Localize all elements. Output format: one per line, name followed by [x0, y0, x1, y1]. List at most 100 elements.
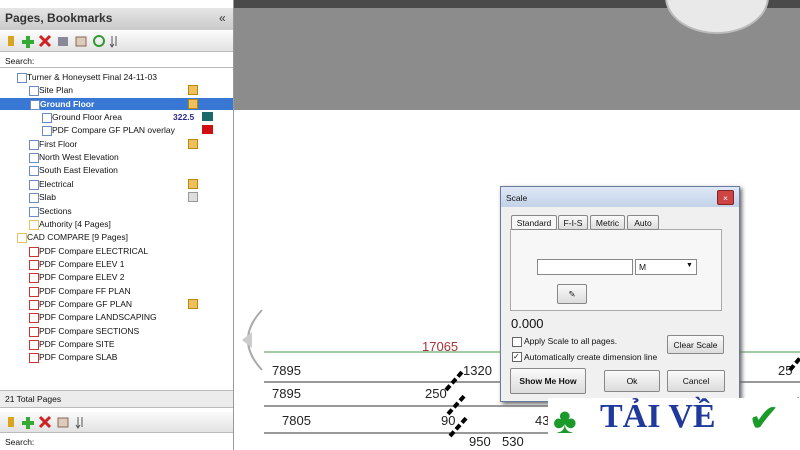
- icon[interactable]: [75, 36, 87, 47]
- tree-icon[interactable]: [29, 139, 39, 150]
- collapse-button[interactable]: «: [219, 11, 226, 25]
- tree-item[interactable]: First Floor: [39, 138, 78, 149]
- tree-item[interactable]: North West Elevation: [39, 152, 119, 163]
- unit-select[interactable]: [635, 259, 697, 275]
- ok-button[interactable]: Ok: [604, 370, 660, 392]
- icon-delete[interactable]: [38, 415, 52, 429]
- checkbox[interactable]: ✓: [512, 352, 522, 362]
- show-me-button[interactable]: Show Me How: [510, 368, 586, 394]
- status-bar: [0, 390, 233, 408]
- cancel-button[interactable]: Cancel: [667, 370, 725, 392]
- tree-value: 322.5: [173, 112, 195, 123]
- icon[interactable]: [8, 36, 14, 46]
- drawing-label: 1320: [463, 363, 492, 378]
- top-toolbar: [234, 0, 800, 8]
- icon-refresh[interactable]: [93, 35, 105, 47]
- drawing-label: 950: [469, 434, 491, 449]
- tree-icon[interactable]: [29, 246, 39, 257]
- dialog-title: Scale: [506, 193, 528, 203]
- tree-item[interactable]: CAD COMPARE [9 Pages]: [27, 232, 128, 243]
- checkbox-label: Automatically create dimension line: [524, 352, 658, 362]
- search-label: Search:: [5, 437, 35, 447]
- icon[interactable]: [58, 37, 68, 46]
- tree-icon[interactable]: [29, 299, 39, 310]
- unit-label: M: [639, 262, 647, 272]
- watermark-text: TẢI VỀ: [600, 398, 716, 435]
- tree-item[interactable]: PDF Compare ELECTRICAL: [39, 245, 149, 256]
- scale-input[interactable]: [537, 259, 633, 275]
- drawing-label: 7805: [282, 413, 311, 428]
- tree-item[interactable]: PDF Compare GF PLAN: [39, 298, 133, 309]
- tree-item[interactable]: PDF Compare SITE: [39, 339, 115, 349]
- tree-item[interactable]: PDF Compare SLAB: [39, 352, 118, 363]
- clover-icon: ♣: [553, 400, 577, 441]
- tree-icon[interactable]: [29, 153, 39, 164]
- icon-add[interactable]: [22, 417, 34, 429]
- drawing-label: 7895: [272, 386, 301, 401]
- drawing-label: 43: [535, 413, 550, 428]
- tree-item[interactable]: Electrical: [39, 178, 74, 189]
- tree-item[interactable]: Turner & Honeysett Final 24-11-03: [27, 72, 157, 82]
- tree-icon[interactable]: [29, 259, 39, 270]
- bottom-toolbar: [0, 412, 233, 433]
- color-swatch[interactable]: [202, 125, 213, 135]
- tree-item[interactable]: PDF Compare LANDSCAPING: [39, 312, 157, 323]
- icon[interactable]: [8, 417, 14, 427]
- scale-icon: [188, 192, 198, 203]
- tree-icon[interactable]: [30, 99, 40, 110]
- tree-icon[interactable]: [29, 193, 39, 204]
- icon-sort[interactable]: [75, 417, 83, 429]
- tree-item[interactable]: PDF Compare SECTIONS: [39, 325, 140, 336]
- bottom-toolbar-icons: [8, 415, 83, 429]
- toolbar-icons: [8, 34, 117, 48]
- tree-item[interactable]: PDF Compare GF PLAN overlay: [52, 125, 175, 136]
- drawing-label: 250: [425, 386, 447, 401]
- tree-icon[interactable]: [29, 326, 39, 337]
- tree-icon[interactable]: [42, 113, 52, 124]
- close-button[interactable]: ×: [717, 190, 734, 205]
- icon-add[interactable]: [22, 36, 34, 48]
- tree-item[interactable]: PDF Compare FF PLAN: [39, 285, 131, 296]
- tree-icon[interactable]: [29, 353, 39, 364]
- tree-icon[interactable]: [17, 73, 27, 83]
- color-swatch[interactable]: [202, 112, 213, 122]
- tree-icon[interactable]: [29, 313, 39, 324]
- panel-title: Pages, Bookmarks: [5, 11, 113, 25]
- tree-item[interactable]: PDF Compare ELEV 2: [39, 272, 125, 283]
- tree-icon[interactable]: [29, 219, 39, 230]
- tree-item[interactable]: South East Elevation: [39, 165, 118, 176]
- nav-arrow[interactable]: [242, 332, 252, 348]
- tree-item[interactable]: Site Plan: [39, 85, 74, 96]
- tab[interactable]: Metric: [590, 215, 625, 230]
- tree-icon[interactable]: [29, 286, 39, 297]
- panel-header: [0, 8, 233, 30]
- tree-icon[interactable]: [29, 340, 39, 350]
- tab[interactable]: F-I-S: [558, 215, 588, 230]
- tree-icon[interactable]: [29, 206, 39, 217]
- tree-icon[interactable]: [29, 179, 39, 190]
- clear-scale-button[interactable]: Clear Scale: [667, 335, 724, 354]
- scale-icon: [188, 178, 198, 189]
- status-text: 21 Total Pages: [5, 394, 62, 404]
- tree-icon[interactable]: [17, 233, 27, 244]
- dropdown-arrow[interactable]: ▼: [686, 262, 693, 269]
- tree-item[interactable]: PDF Compare ELEV 1: [39, 258, 125, 269]
- tree-icon[interactable]: [29, 166, 39, 177]
- tree-item[interactable]: Ground Floor Area: [52, 112, 122, 123]
- tab[interactable]: Auto: [627, 215, 659, 230]
- icon-delete[interactable]: [38, 34, 52, 48]
- icon-sort[interactable]: [109, 36, 117, 48]
- tree-item[interactable]: Sections: [39, 205, 72, 216]
- measure-button[interactable]: ✎: [557, 284, 587, 304]
- tree-icon[interactable]: [42, 126, 52, 137]
- checkbox[interactable]: [512, 337, 522, 347]
- tree-item[interactable]: Authority [4 Pages]: [39, 218, 111, 229]
- tree-icon[interactable]: [29, 273, 39, 284]
- tree-icon[interactable]: [29, 86, 39, 97]
- tree-item[interactable]: Slab: [39, 192, 57, 203]
- checkbox-label: Apply Scale to all pages.: [524, 336, 618, 346]
- scale-value: 0.000: [511, 316, 544, 331]
- tree-item[interactable]: Ground Floor: [40, 98, 95, 109]
- icon[interactable]: [57, 417, 69, 428]
- tab[interactable]: Standard: [511, 215, 557, 230]
